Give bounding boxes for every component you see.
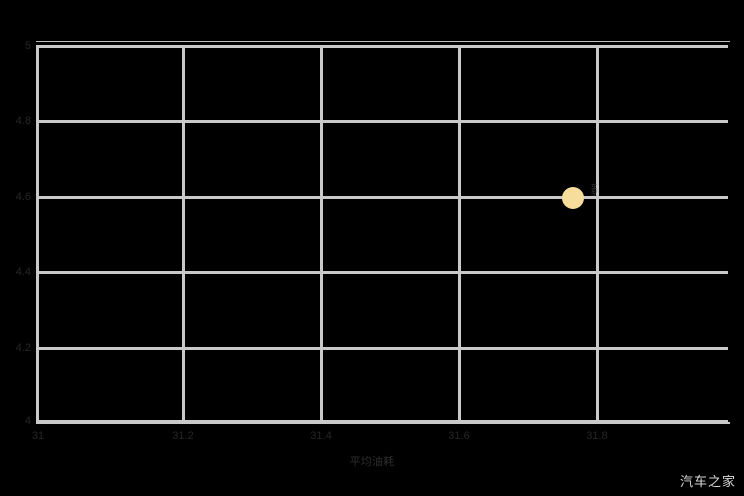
gridline-vertical: [320, 45, 323, 423]
gridline-vertical: [36, 45, 39, 423]
y-tick-label: 4: [24, 415, 31, 427]
y-tick-label: 4.2: [15, 342, 31, 354]
y-axis-tick-labels: 5 4.8 4.6 4.4 4.2 4: [0, 41, 31, 427]
data-point-marker[interactable]: [562, 187, 584, 209]
x-axis-title: 平均油耗: [349, 456, 395, 468]
axis-line-top: [36, 41, 730, 42]
x-axis-tick-labels: 31 31.2 31.4 31.6 31.8: [32, 430, 728, 446]
y-tick-label: 4.8: [15, 115, 31, 127]
gridline-vertical: [182, 45, 185, 423]
data-point-label: 车型: [590, 185, 597, 197]
gridline-horizontal: [36, 271, 728, 274]
watermark-logo: 汽车之家: [679, 475, 736, 490]
axis-line-bottom: [36, 422, 730, 424]
gridline-vertical: [458, 45, 461, 423]
gridline-horizontal: [36, 196, 728, 199]
x-tick-label: 31.2: [172, 430, 194, 442]
plot-area: 车型: [36, 45, 728, 423]
y-tick-label: 4.4: [15, 266, 31, 278]
y-tick-label: 5: [24, 40, 31, 52]
x-tick-label: 31: [31, 430, 45, 442]
gridline-horizontal: [36, 420, 728, 423]
gridline-horizontal: [36, 120, 728, 123]
gridline-horizontal: [36, 347, 728, 350]
gridline-vertical: [596, 45, 599, 423]
x-tick-label: 31.4: [310, 430, 332, 442]
y-tick-label: 4.6: [15, 191, 31, 203]
x-tick-label: 31.6: [448, 430, 470, 442]
gridline-horizontal: [36, 45, 728, 48]
x-tick-label: 31.8: [586, 430, 608, 442]
